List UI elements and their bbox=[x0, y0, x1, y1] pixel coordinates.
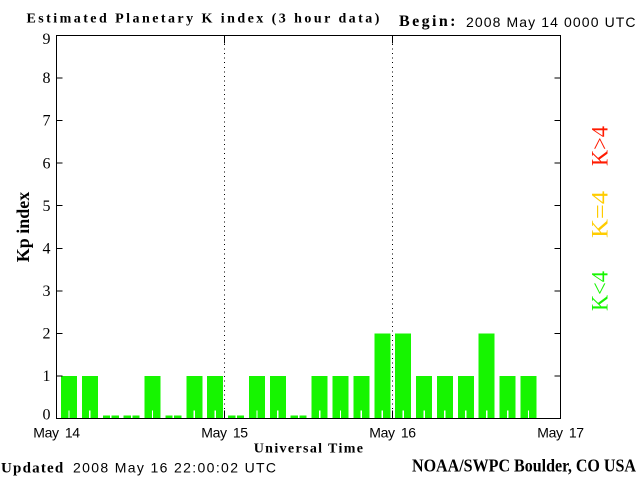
svg-text:2008 May 14 0000 UTC: 2008 May 14 0000 UTC bbox=[466, 14, 637, 30]
svg-text:K<4: K<4 bbox=[588, 271, 614, 311]
svg-text:1: 1 bbox=[43, 368, 51, 385]
svg-text:May 15: May 15 bbox=[201, 425, 248, 441]
svg-text:0: 0 bbox=[43, 407, 51, 424]
svg-text:3: 3 bbox=[43, 283, 51, 300]
svg-text:May 17: May 17 bbox=[537, 425, 584, 441]
svg-text:Begin:: Begin: bbox=[399, 13, 458, 30]
svg-text:7: 7 bbox=[43, 113, 51, 130]
svg-text:NOAA/SWPC Boulder, CO USA: NOAA/SWPC Boulder, CO USA bbox=[412, 456, 636, 476]
svg-text:May 14: May 14 bbox=[33, 425, 80, 441]
svg-text:6: 6 bbox=[43, 155, 51, 172]
svg-text:May 16: May 16 bbox=[369, 425, 416, 441]
svg-text:Estimated Planetary K index (3: Estimated Planetary K index (3 hour data… bbox=[27, 12, 382, 27]
svg-text:5: 5 bbox=[43, 198, 51, 215]
svg-text:K>4: K>4 bbox=[588, 126, 614, 166]
svg-text:Universal Time: Universal Time bbox=[254, 442, 365, 457]
svg-text:2008 May 16 22:00:02 UTC: 2008 May 16 22:00:02 UTC bbox=[73, 460, 277, 476]
svg-text:8: 8 bbox=[43, 70, 51, 87]
svg-text:4: 4 bbox=[43, 240, 51, 257]
svg-text:Kp index: Kp index bbox=[13, 192, 33, 263]
svg-text:K=4: K=4 bbox=[588, 191, 614, 238]
svg-text:2: 2 bbox=[43, 326, 51, 343]
svg-text:9: 9 bbox=[43, 31, 51, 48]
svg-text:Updated: Updated bbox=[1, 461, 64, 477]
